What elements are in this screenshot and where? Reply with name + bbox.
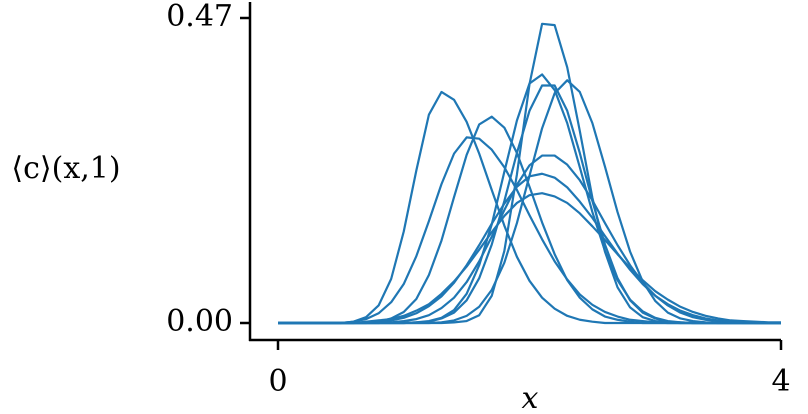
x-tick-label: 4: [771, 364, 790, 399]
series-line: [278, 84, 781, 325]
y-tick-label: 0.47: [166, 0, 233, 34]
y-axis-label: ⟨c⟩(x,1): [11, 151, 120, 186]
series-line: [278, 79, 781, 325]
series-line: [278, 154, 781, 325]
series-line: [278, 192, 781, 325]
x-axis-label: x: [522, 381, 539, 414]
y-tick-label: 0.00: [166, 304, 233, 339]
series-line: [278, 90, 781, 325]
series-line: [278, 115, 781, 325]
x-tick-label: 0: [268, 364, 287, 399]
